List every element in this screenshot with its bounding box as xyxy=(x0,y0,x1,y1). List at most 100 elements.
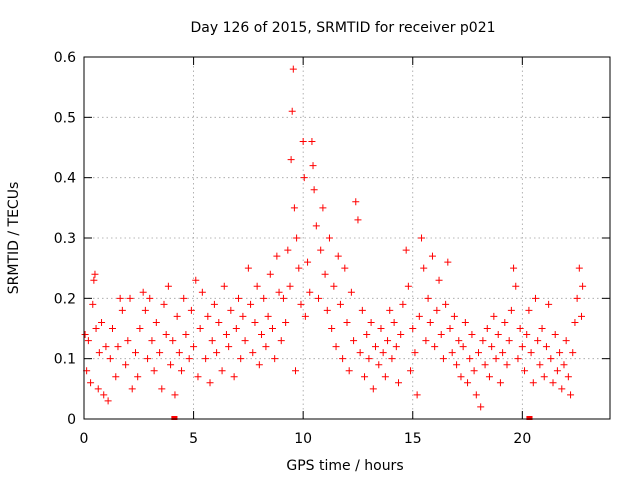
data-point xyxy=(297,300,305,308)
data-point xyxy=(134,373,142,381)
data-point xyxy=(352,198,360,206)
data-point xyxy=(379,349,387,357)
data-point xyxy=(319,204,327,212)
data-point xyxy=(310,186,318,194)
data-point xyxy=(139,288,147,296)
data-point xyxy=(558,385,566,393)
data-point xyxy=(332,343,340,351)
data-point xyxy=(81,331,89,339)
data-point xyxy=(235,294,243,302)
data-point xyxy=(158,385,166,393)
y-tick-label: 0 xyxy=(67,412,76,428)
data-point xyxy=(336,300,344,308)
data-point xyxy=(457,373,465,381)
data-point xyxy=(564,373,572,381)
data-point xyxy=(150,367,158,375)
data-point xyxy=(560,361,568,369)
data-point xyxy=(424,294,432,302)
data-point xyxy=(253,282,261,290)
data-point xyxy=(271,355,279,363)
data-point xyxy=(122,361,130,369)
data-point xyxy=(516,325,524,332)
data-point xyxy=(160,300,168,308)
data-point xyxy=(475,349,482,357)
data-point xyxy=(215,318,223,326)
data-point xyxy=(395,379,403,387)
data-point xyxy=(562,337,570,345)
data-point xyxy=(162,331,170,339)
data-point xyxy=(249,349,257,357)
data-point xyxy=(239,312,247,320)
data-point xyxy=(98,318,106,326)
data-point xyxy=(141,306,149,314)
data-point xyxy=(330,282,338,290)
data-point xyxy=(334,252,342,260)
data-point xyxy=(300,174,308,182)
data-point xyxy=(540,373,548,381)
data-point xyxy=(381,373,389,381)
data-point xyxy=(152,318,160,326)
data-point xyxy=(290,204,298,212)
data-point xyxy=(171,391,179,399)
data-point xyxy=(431,343,439,351)
chart-title: Day 126 of 2015, SRMTID for receiver p02… xyxy=(190,20,495,36)
data-point xyxy=(551,331,559,339)
data-point xyxy=(102,343,110,351)
data-point xyxy=(175,349,183,357)
data-point xyxy=(247,300,255,308)
data-point xyxy=(472,391,480,399)
x-tick-label: 15 xyxy=(404,431,422,447)
data-point xyxy=(343,318,351,326)
data-point xyxy=(118,306,126,314)
data-point xyxy=(390,318,398,326)
data-point xyxy=(363,331,371,339)
data-point xyxy=(89,300,97,308)
data-point xyxy=(146,294,154,302)
data-point xyxy=(321,270,329,278)
y-tick-label: 0.4 xyxy=(54,171,76,187)
data-point xyxy=(579,282,587,290)
data-point xyxy=(309,162,317,170)
data-point xyxy=(106,355,114,363)
data-point xyxy=(206,379,214,387)
data-point xyxy=(148,337,156,345)
data-point xyxy=(299,137,307,145)
y-tick-label: 0.1 xyxy=(54,352,76,368)
data-point xyxy=(260,294,268,302)
data-point xyxy=(492,355,500,363)
data-point xyxy=(345,367,353,375)
data-point xyxy=(222,331,230,339)
data-point xyxy=(268,325,276,332)
data-point xyxy=(411,349,419,357)
data-point xyxy=(477,403,485,411)
data-point xyxy=(286,282,294,290)
data-point xyxy=(446,325,454,332)
data-point xyxy=(545,300,553,308)
data-point xyxy=(529,379,537,387)
data-point xyxy=(571,318,579,326)
data-point xyxy=(553,367,561,375)
data-point xyxy=(573,294,581,302)
data-point xyxy=(409,325,417,332)
data-point xyxy=(264,312,272,320)
data-point xyxy=(180,294,188,302)
data-point xyxy=(198,288,206,296)
data-point xyxy=(132,349,140,357)
axis-ticks xyxy=(83,56,610,420)
data-point xyxy=(350,337,358,345)
data-point xyxy=(507,306,515,314)
data-point xyxy=(453,361,461,369)
data-point xyxy=(371,343,379,351)
data-point xyxy=(114,343,122,351)
data-point xyxy=(230,373,238,381)
y-tick-labels: 0 0.1 0.2 0.3 0.4 0.5 0.6 xyxy=(54,50,76,428)
data-point xyxy=(356,349,364,357)
data-point xyxy=(523,331,531,339)
data-point xyxy=(325,234,333,242)
data-point xyxy=(512,282,520,290)
data-point xyxy=(284,246,292,254)
zero-marker xyxy=(527,416,533,420)
data-point xyxy=(549,379,557,387)
